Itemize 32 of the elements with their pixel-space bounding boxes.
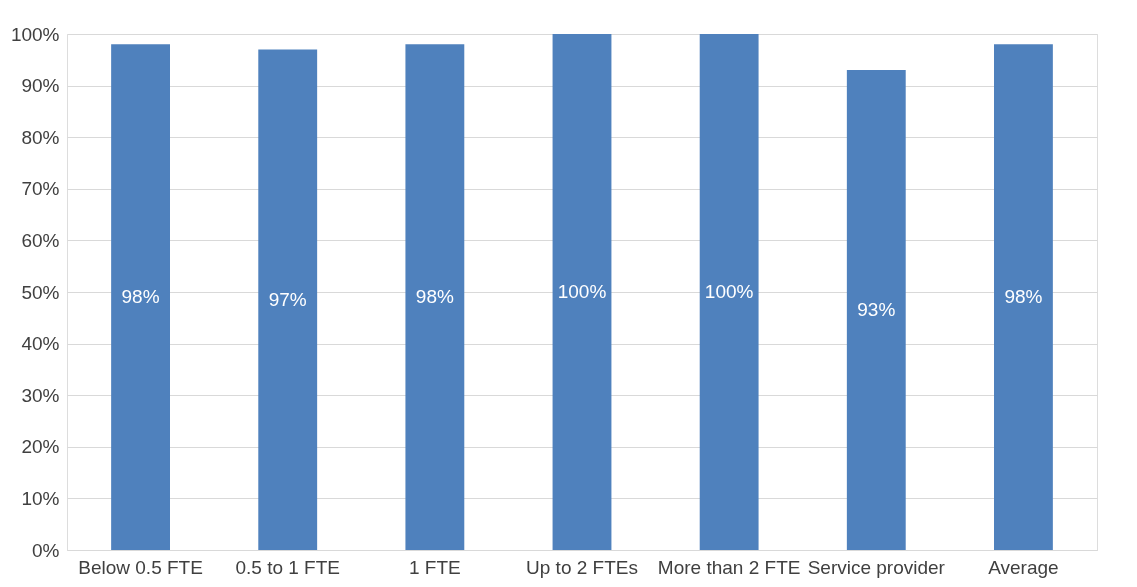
x-tick-label: Below 0.5 FTE xyxy=(78,556,203,578)
bar xyxy=(258,49,318,550)
data-label: 98% xyxy=(121,286,160,308)
bar xyxy=(405,44,465,550)
x-tick-label: 0.5 to 1 FTE xyxy=(235,556,340,578)
data-label: 93% xyxy=(857,299,896,321)
x-tick-label: Service provider xyxy=(807,556,946,578)
data-label: 97% xyxy=(268,288,307,310)
data-label: 98% xyxy=(415,286,454,308)
y-tick-label: 60% xyxy=(21,229,60,251)
y-tick-label: 10% xyxy=(21,487,60,509)
data-label: 100% xyxy=(704,281,754,302)
y-tick-label: 80% xyxy=(21,126,60,148)
x-tick-label: 1 FTE xyxy=(408,556,461,578)
y-tick-label: 0% xyxy=(32,539,60,561)
y-tick-label: 40% xyxy=(21,333,60,355)
y-tick-label: 50% xyxy=(21,281,60,303)
bar xyxy=(111,44,170,550)
bar xyxy=(994,44,1053,550)
x-tick-label: More than 2 FTE xyxy=(657,556,801,578)
y-tick-label: 100% xyxy=(10,23,60,45)
y-tick-label: 90% xyxy=(21,75,60,97)
data-label: 98% xyxy=(1004,286,1043,308)
x-tick-label: Up to 2 FTEs xyxy=(526,556,638,578)
y-tick-label: 30% xyxy=(21,384,60,406)
bar xyxy=(699,34,759,550)
y-tick-label: 20% xyxy=(21,436,60,458)
y-tick-label: 70% xyxy=(21,178,60,200)
data-label: 100% xyxy=(557,281,607,302)
bar xyxy=(846,70,906,550)
bar xyxy=(552,34,612,550)
x-tick-label: Average xyxy=(988,556,1059,578)
